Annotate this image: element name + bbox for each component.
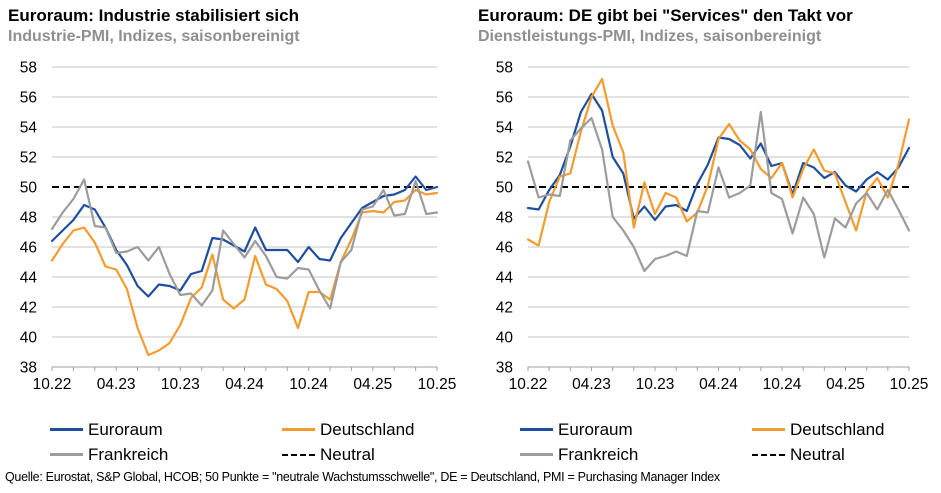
svg-text:58: 58: [20, 60, 37, 77]
legend-swatch-deutschland: [752, 428, 785, 431]
svg-text:10.24: 10.24: [763, 376, 802, 393]
svg-text:04.24: 04.24: [699, 376, 738, 393]
svg-text:10.25: 10.25: [890, 376, 929, 393]
legend-item-deutschland: Deutschland: [752, 420, 885, 440]
legend-item-deutschland: Deutschland: [282, 420, 415, 440]
legend-item-frankreich: Frankreich: [50, 445, 282, 465]
svg-text:04.23: 04.23: [572, 376, 611, 393]
svg-text:10.23: 10.23: [636, 376, 675, 393]
svg-text:54: 54: [20, 120, 38, 137]
svg-text:56: 56: [496, 90, 513, 107]
svg-text:04.25: 04.25: [353, 376, 392, 393]
svg-text:10.22: 10.22: [33, 376, 72, 393]
chart-legend-services: Euroraum Deutschland Frankreich Neutral: [520, 417, 885, 467]
svg-text:52: 52: [20, 150, 37, 167]
svg-text:46: 46: [20, 240, 37, 257]
legend-label-euroraum: Euroraum: [558, 419, 633, 439]
legend-label-euroraum: Euroraum: [88, 419, 163, 439]
legend-swatch-neutral: [752, 453, 785, 456]
svg-text:10.22: 10.22: [509, 376, 548, 393]
legend-swatch-euroraum: [50, 428, 83, 431]
legend-item-neutral: Neutral: [752, 445, 885, 465]
chart-subtitle-services: Dienstleistungs-PMI, Indizes, saisonbere…: [478, 28, 822, 45]
legend-swatch-neutral: [282, 453, 315, 456]
svg-text:42: 42: [496, 300, 513, 317]
svg-text:50: 50: [496, 180, 514, 197]
legend-item-euroraum: Euroraum: [50, 420, 282, 440]
svg-text:56: 56: [20, 90, 37, 107]
svg-text:52: 52: [496, 150, 513, 167]
svg-text:40: 40: [496, 330, 514, 347]
svg-text:50: 50: [20, 180, 38, 197]
chart-panel-services: Euroraum: DE gibt bei "Services" den Tak…: [470, 0, 941, 493]
legend-swatch-deutschland: [282, 428, 315, 431]
svg-text:58: 58: [496, 60, 513, 77]
svg-text:48: 48: [496, 210, 513, 227]
chart-subtitle-manufacturing: Industrie-PMI, Indizes, saisonbereinigt: [8, 28, 300, 45]
svg-text:38: 38: [496, 360, 513, 377]
legend-swatch-frankreich: [520, 453, 553, 456]
svg-text:40: 40: [20, 330, 38, 347]
legend-label-deutschland: Deutschland: [320, 419, 415, 439]
svg-text:10.25: 10.25: [418, 376, 457, 393]
svg-text:10.23: 10.23: [161, 376, 200, 393]
legend-label-deutschland: Deutschland: [790, 419, 885, 439]
svg-text:48: 48: [20, 210, 37, 227]
legend-label-frankreich: Frankreich: [558, 444, 639, 464]
legend-item-neutral: Neutral: [282, 445, 415, 465]
svg-text:04.24: 04.24: [225, 376, 264, 393]
chart-title-services: Euroraum: DE gibt bei "Services" den Tak…: [478, 6, 853, 25]
legend-label-neutral: Neutral: [320, 444, 375, 464]
legend-item-frankreich: Frankreich: [520, 445, 752, 465]
svg-text:54: 54: [496, 120, 514, 137]
chart-panel-manufacturing: Euroraum: Industrie stabilisiert sich In…: [0, 0, 470, 493]
svg-text:04.25: 04.25: [826, 376, 865, 393]
svg-text:38: 38: [20, 360, 37, 377]
svg-text:10.24: 10.24: [289, 376, 328, 393]
source-note: Quelle: Eurostat, S&P Global, HCOB; 50 P…: [5, 470, 720, 484]
svg-text:42: 42: [20, 300, 37, 317]
legend-label-frankreich: Frankreich: [88, 444, 169, 464]
legend-label-neutral: Neutral: [790, 444, 845, 464]
chart-title-manufacturing: Euroraum: Industrie stabilisiert sich: [8, 6, 299, 25]
legend-swatch-frankreich: [50, 453, 83, 456]
svg-text:44: 44: [20, 270, 38, 287]
svg-text:44: 44: [496, 270, 514, 287]
svg-text:04.23: 04.23: [97, 376, 136, 393]
legend-item-euroraum: Euroraum: [520, 420, 752, 440]
svg-text:46: 46: [496, 240, 513, 257]
chart-legend-manufacturing: Euroraum Deutschland Frankreich Neutral: [50, 417, 415, 467]
legend-swatch-euroraum: [520, 428, 553, 431]
